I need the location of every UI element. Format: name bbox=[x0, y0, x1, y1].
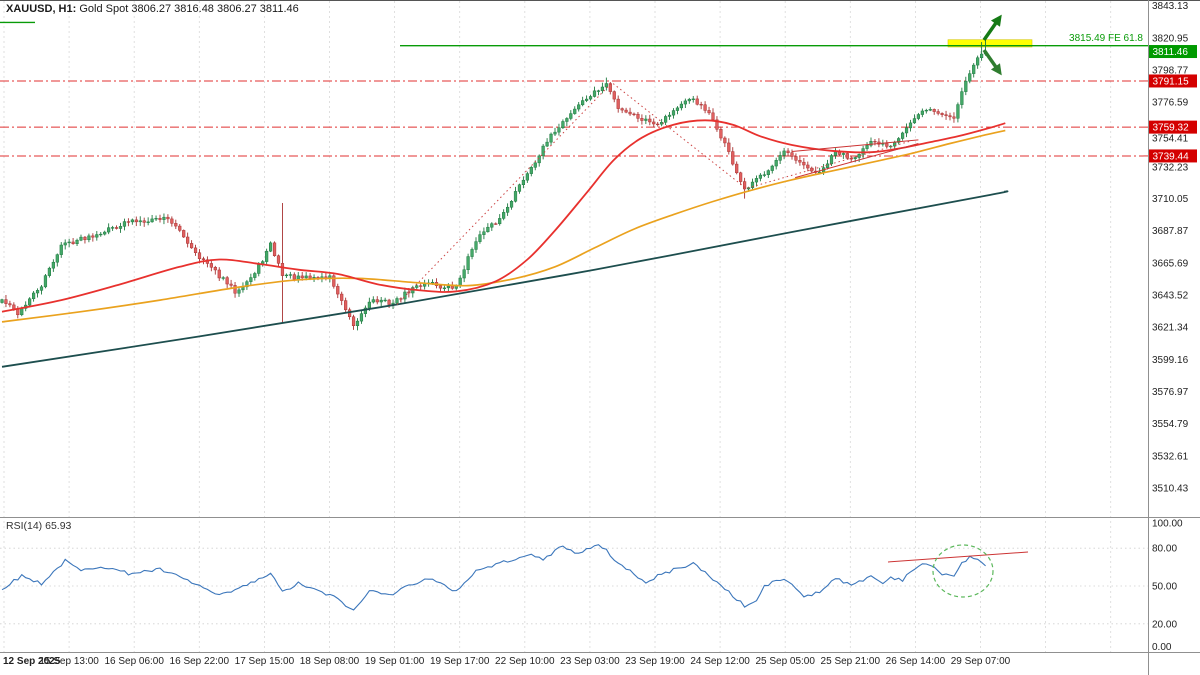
rsi-highlight-ellipse[interactable] bbox=[932, 544, 994, 598]
rsi-indicator: 100.00 80.00 50.00 20.00 0.00 bbox=[1, 519, 1183, 653]
down-arrow-icon[interactable] bbox=[979, 47, 1006, 79]
date-tick-label: 23 Sep 19:00 bbox=[625, 656, 685, 667]
date-tick-label: 25 Sep 21:00 bbox=[821, 656, 881, 667]
zigzag-pattern[interactable] bbox=[396, 81, 913, 305]
resistance-highlight-band[interactable] bbox=[947, 39, 1033, 48]
ma-medium-line[interactable] bbox=[1, 129, 1006, 323]
price-tick-label: 3687.87 bbox=[1152, 226, 1189, 237]
price-tick-label: 3576.97 bbox=[1152, 387, 1189, 398]
price-tick-label: 3532.61 bbox=[1152, 451, 1189, 462]
rsi-indicator-value: 65.93 bbox=[45, 520, 72, 532]
price-tick-label: 3510.43 bbox=[1152, 483, 1189, 494]
price-tick-label: 3554.79 bbox=[1152, 419, 1189, 430]
rsi-line bbox=[1, 544, 986, 611]
fib-expansion-label: 3815.49 FE 61.8 bbox=[1069, 33, 1143, 44]
price-axis[interactable]: 3843.13 3820.95 3798.77 3776.59 3754.41 3732.… bbox=[1149, 1, 1197, 494]
grid-lines bbox=[0, 1, 1148, 652]
price-tick-label: 3754.41 bbox=[1152, 134, 1189, 145]
date-tick-label: 25 Sep 05:00 bbox=[755, 656, 815, 667]
chart-ohlc-values: 3806.27 3816.48 3806.27 3811.46 bbox=[131, 3, 299, 15]
price-badge-label: 3791.15 bbox=[1153, 76, 1190, 87]
rsi-tick-label: 50.00 bbox=[1152, 582, 1177, 593]
date-tick-label: 23 Sep 03:00 bbox=[560, 656, 620, 667]
price-tick-label: 3665.69 bbox=[1152, 258, 1189, 269]
wedge-lower-trendline[interactable] bbox=[795, 143, 919, 179]
rsi-indicator-name: RSI(14) bbox=[6, 520, 43, 532]
date-tick-label: 16 Sep 06:00 bbox=[104, 656, 164, 667]
price-badge bbox=[1149, 74, 1197, 88]
price-tick-label: 3710.05 bbox=[1152, 194, 1189, 205]
price-tick-label: 3643.52 bbox=[1152, 291, 1189, 302]
date-tick-label: 24 Sep 12:00 bbox=[690, 656, 750, 667]
rsi-tick-label: 80.00 bbox=[1152, 544, 1177, 555]
date-tick-label: 19 Sep 17:00 bbox=[430, 656, 490, 667]
price-badge-label: 3811.46 bbox=[1153, 47, 1189, 58]
level-lines[interactable]: 3815.49 FE 61.8 bbox=[0, 21, 1148, 157]
date-tick-label: 19 Sep 01:00 bbox=[365, 656, 425, 667]
date-tick-label: 12 Sep 2025 bbox=[3, 656, 61, 667]
rsi-trendline[interactable] bbox=[887, 551, 1029, 563]
date-tick-label: 18 Sep 08:00 bbox=[300, 656, 360, 667]
date-tick-label: 15 Sep 13:00 bbox=[39, 656, 99, 667]
rsi-tick-label: 20.00 bbox=[1152, 619, 1177, 630]
price-tick-label: 3599.16 bbox=[1152, 355, 1189, 366]
price-tick-label: 3820.95 bbox=[1152, 33, 1189, 44]
chart-symbol: XAUUSD, H1: bbox=[6, 3, 77, 15]
up-arrow-icon[interactable] bbox=[979, 11, 1006, 43]
rsi-indicator-label: RSI(14) 65.93 bbox=[6, 520, 71, 532]
chart-title: XAUUSD, H1: Gold Spot 3806.27 3816.48 38… bbox=[6, 3, 299, 15]
price-badge bbox=[1149, 149, 1197, 163]
date-tick-label: 29 Sep 07:00 bbox=[951, 656, 1011, 667]
ma-slow-line[interactable] bbox=[1, 190, 1009, 368]
date-tick-label: 22 Sep 10:00 bbox=[495, 656, 555, 667]
price-tick-label: 3776.59 bbox=[1152, 98, 1189, 109]
price-tick-label: 3843.13 bbox=[1152, 1, 1189, 12]
rsi-tick-label: 0.00 bbox=[1152, 642, 1172, 653]
price-badge bbox=[1149, 120, 1197, 134]
ma-fast-line[interactable] bbox=[1, 119, 1006, 313]
date-tick-label: 17 Sep 15:00 bbox=[235, 656, 295, 667]
price-badge-label: 3739.44 bbox=[1153, 151, 1190, 162]
price-tick-label: 3798.77 bbox=[1152, 65, 1189, 76]
price-tick-label: 3621.34 bbox=[1152, 323, 1189, 334]
chart-description: Gold Spot bbox=[79, 3, 129, 15]
price-tick-label: 3732.23 bbox=[1152, 162, 1189, 173]
wedge-upper-trendline[interactable] bbox=[791, 139, 919, 153]
date-tick-label: 16 Sep 22:00 bbox=[170, 656, 230, 667]
date-tick-label: 26 Sep 14:00 bbox=[886, 656, 946, 667]
price-badge bbox=[1149, 45, 1197, 59]
price-badge-label: 3759.32 bbox=[1153, 123, 1190, 134]
rsi-tick-label: 100.00 bbox=[1152, 519, 1183, 530]
